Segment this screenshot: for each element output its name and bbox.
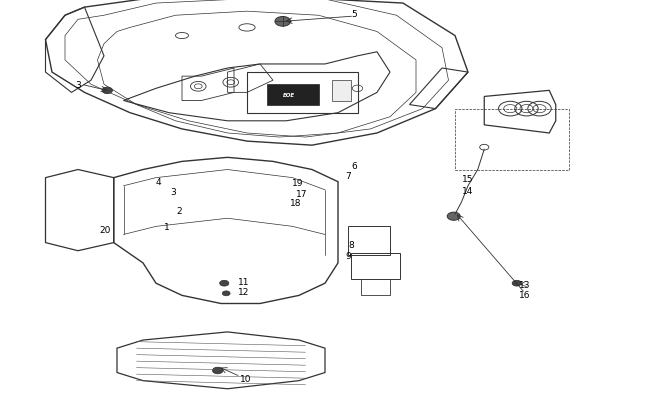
- Text: 11: 11: [238, 277, 250, 286]
- Text: 10: 10: [240, 374, 252, 383]
- Text: 7: 7: [345, 172, 350, 181]
- Bar: [266, 85, 318, 105]
- Circle shape: [275, 17, 291, 27]
- Text: 2: 2: [176, 206, 181, 215]
- Bar: [351, 253, 400, 279]
- Circle shape: [222, 291, 230, 296]
- Text: 14: 14: [462, 187, 474, 196]
- Text: 3: 3: [171, 188, 176, 197]
- Text: 19: 19: [292, 179, 304, 188]
- Bar: [348, 227, 390, 255]
- Text: 17: 17: [296, 189, 307, 198]
- Circle shape: [512, 281, 521, 286]
- Text: 9: 9: [345, 252, 350, 260]
- Bar: [455, 109, 569, 170]
- Bar: [332, 81, 351, 101]
- Text: 16: 16: [519, 290, 531, 299]
- Text: 13: 13: [519, 280, 531, 289]
- Text: 6: 6: [352, 162, 357, 171]
- Text: 5: 5: [352, 10, 357, 19]
- Text: 18: 18: [290, 199, 302, 208]
- Text: 8: 8: [348, 241, 354, 249]
- Text: 3: 3: [75, 81, 81, 90]
- Text: 12: 12: [238, 287, 250, 296]
- Circle shape: [220, 281, 229, 286]
- Circle shape: [213, 367, 223, 374]
- Text: EOE: EOE: [283, 93, 295, 98]
- Circle shape: [102, 88, 112, 94]
- Text: 15: 15: [462, 175, 474, 183]
- Text: 20: 20: [99, 226, 111, 234]
- Text: 1: 1: [164, 222, 169, 231]
- Text: 4: 4: [155, 178, 161, 187]
- Circle shape: [447, 213, 460, 221]
